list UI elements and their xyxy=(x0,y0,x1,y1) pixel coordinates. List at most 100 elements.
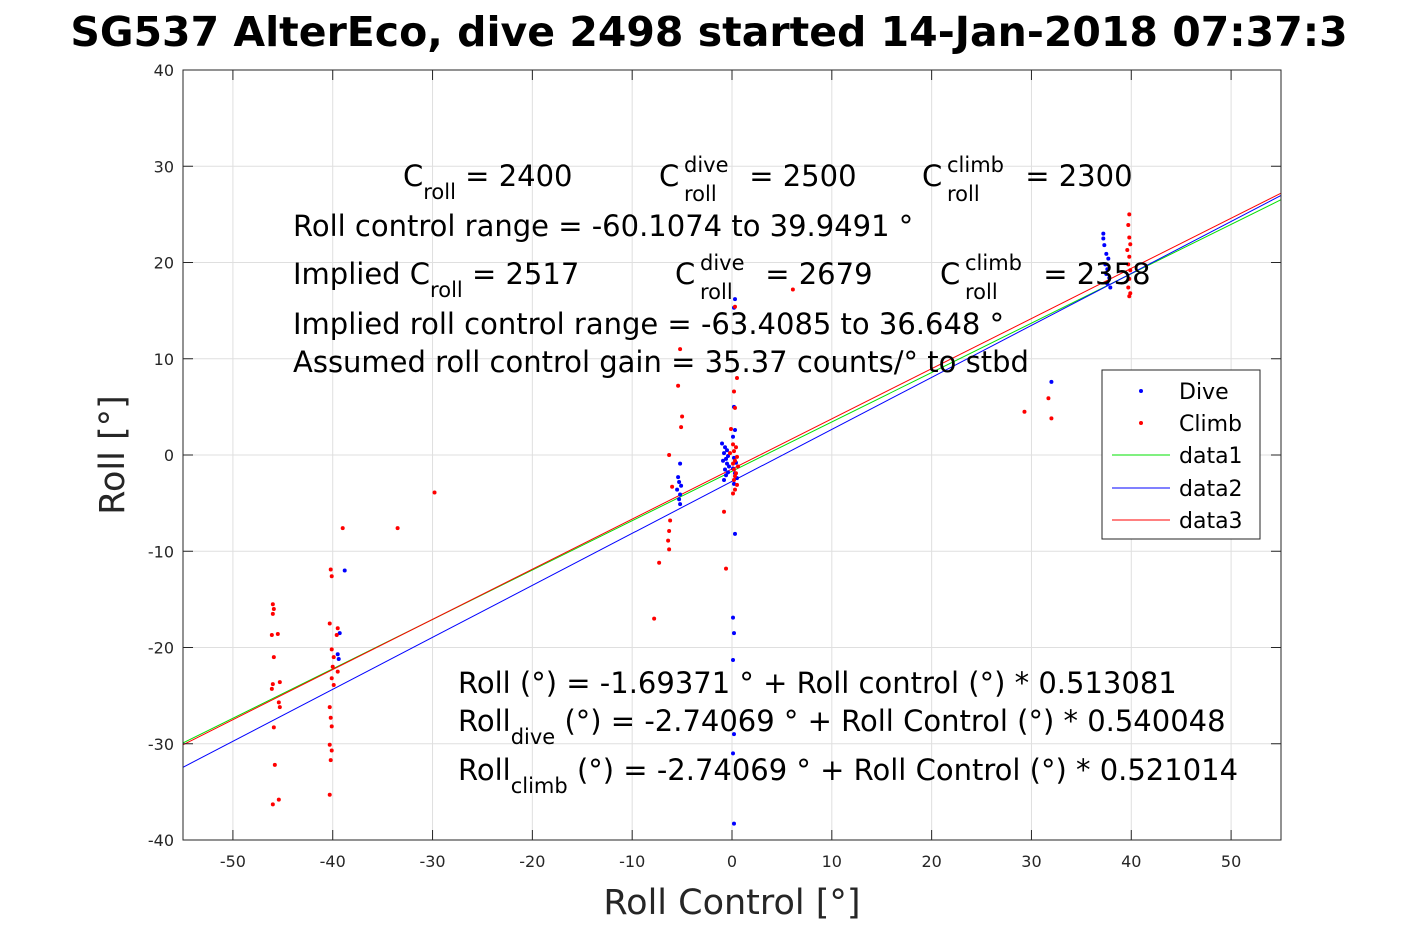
climb-point xyxy=(1022,409,1027,414)
y-tick-label: 10 xyxy=(154,350,174,369)
dive-point xyxy=(732,531,737,536)
climb-point xyxy=(335,626,340,631)
roll-control-range-text: Roll control range = -60.1074 to 39.9491… xyxy=(293,209,913,243)
climb-point xyxy=(271,607,276,611)
dive-point xyxy=(1049,379,1054,384)
legend: Dive Climb data1 data2 data3 xyxy=(1101,369,1261,540)
dive-point xyxy=(337,631,342,636)
climb-point xyxy=(732,458,737,463)
x-tick-label: 30 xyxy=(1021,852,1041,871)
dive-point xyxy=(727,464,732,469)
climb-point xyxy=(734,482,739,487)
chart-title: SG537 AlterEco, dive 2498 started 14-Jan… xyxy=(70,8,1347,56)
x-tick-label: -50 xyxy=(220,852,246,871)
climb-point xyxy=(1125,247,1130,252)
dive-point xyxy=(678,461,683,466)
legend-climb-label: Climb xyxy=(1179,412,1242,437)
dive-point xyxy=(725,448,730,453)
climb-point xyxy=(432,490,437,495)
climb-point xyxy=(327,742,332,747)
climb-point xyxy=(679,425,684,430)
dive-point xyxy=(677,497,682,502)
climb-point xyxy=(331,683,336,688)
dive-point xyxy=(732,427,737,432)
legend-climb-marker xyxy=(1139,421,1143,425)
climb-point xyxy=(1127,294,1132,299)
dive-point xyxy=(726,453,731,458)
climb-point xyxy=(731,389,736,394)
climb-point xyxy=(328,758,333,763)
data-points xyxy=(269,212,1133,826)
y-tick-label: -40 xyxy=(148,831,174,850)
climb-point xyxy=(1127,235,1132,240)
climb-point xyxy=(666,538,671,543)
legend-data2-label: data2 xyxy=(1179,477,1243,502)
climb-point xyxy=(270,802,275,807)
y-tick-label: 20 xyxy=(154,254,174,273)
climb-point xyxy=(1127,212,1132,217)
dive-point xyxy=(730,658,735,663)
climb-point xyxy=(667,453,672,457)
climb-point xyxy=(327,621,332,626)
climb-point xyxy=(1126,285,1131,290)
climb-point xyxy=(334,632,339,637)
dive-point xyxy=(726,470,731,475)
dive-point xyxy=(679,483,684,488)
fit-equation-climb: Rollclimb (°) = -2.74069 ° + Roll Contro… xyxy=(458,753,1238,798)
climb-point xyxy=(668,518,673,523)
climb-point xyxy=(652,616,657,621)
dive-point xyxy=(724,473,729,478)
climb-point xyxy=(327,792,332,797)
y-tick-label: -30 xyxy=(148,735,174,754)
climb-point xyxy=(730,491,735,496)
x-tick-label: 10 xyxy=(822,852,842,871)
climb-point xyxy=(729,427,734,432)
dive-point xyxy=(1108,285,1113,290)
climb-point xyxy=(340,526,345,531)
x-tick-label: -40 xyxy=(320,852,346,871)
climb-point xyxy=(328,567,333,572)
dive-point xyxy=(678,502,683,507)
dive-point xyxy=(1103,262,1108,267)
climb-point xyxy=(395,526,400,531)
dive-point xyxy=(731,631,736,636)
climb-point xyxy=(735,464,740,469)
climb-point xyxy=(728,451,733,456)
fit-equation-dive: Rolldive (°) = -2.74069 ° + Roll Control… xyxy=(458,704,1226,749)
legend-dive-marker xyxy=(1139,389,1143,393)
c-roll-label: Croll = 2400 xyxy=(403,159,573,204)
legend-dive-label: Dive xyxy=(1179,380,1229,405)
climb-point xyxy=(271,655,276,660)
climb-point xyxy=(734,376,739,380)
dive-point xyxy=(1104,251,1109,256)
x-tick-label: -30 xyxy=(419,852,445,871)
implied-c-roll-label: Implied Croll = 2517 xyxy=(293,257,579,302)
x-tick-label: 0 xyxy=(727,852,737,871)
climb-point xyxy=(790,287,795,292)
legend-data1-label: data1 xyxy=(1179,444,1243,469)
climb-point xyxy=(731,478,736,483)
dive-point xyxy=(1102,243,1107,248)
climb-point xyxy=(327,705,332,710)
climb-point xyxy=(680,414,685,419)
climb-point xyxy=(722,509,727,514)
climb-point xyxy=(657,560,662,565)
y-tick-label: -20 xyxy=(148,639,174,658)
axis-ticks: -50 -40 -30 -20 -10 0 10 20 30 40 50 -40 -30 -20 -10 0 1… xyxy=(148,61,1281,871)
climb-point xyxy=(667,547,672,552)
x-tick-label: 40 xyxy=(1121,852,1141,871)
dive-point xyxy=(724,456,729,461)
dive-point xyxy=(723,445,728,450)
y-axis-label: Roll [°] xyxy=(93,395,133,515)
climb-point xyxy=(329,724,334,729)
climb-point xyxy=(734,454,739,459)
climb-point xyxy=(724,566,729,571)
climb-point xyxy=(1128,268,1133,273)
climb-point xyxy=(328,715,333,720)
climb-point xyxy=(331,655,336,660)
dive-point xyxy=(1105,267,1110,272)
climb-point xyxy=(277,680,282,685)
